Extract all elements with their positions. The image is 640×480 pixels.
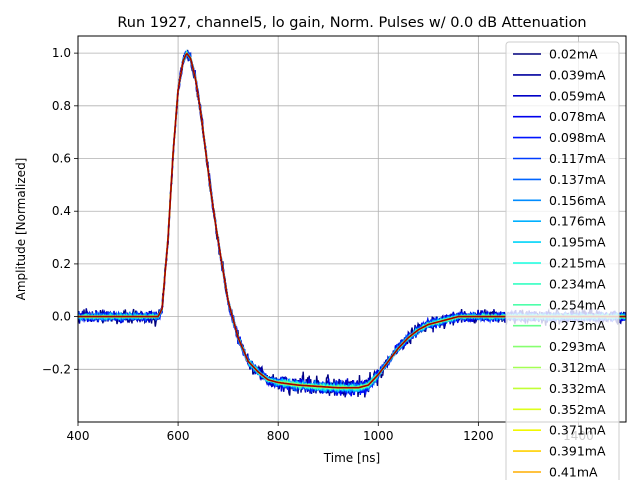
x-tick-label: 1000 <box>363 429 394 443</box>
legend-entry-label: 0.039mA <box>549 67 606 82</box>
y-tick-label: 0.0 <box>52 310 71 324</box>
x-tick-label: 400 <box>67 429 90 443</box>
y-tick-label: 0.8 <box>52 99 71 113</box>
legend-entry-label: 0.059mA <box>549 88 606 103</box>
x-tick-label: 1200 <box>463 429 494 443</box>
y-tick-label: 0.4 <box>52 204 71 218</box>
legend-entry-label: 0.254mA <box>549 297 606 312</box>
legend-entry-label: 0.117mA <box>549 151 606 166</box>
y-tick-label: 1.0 <box>52 46 71 60</box>
legend-entry-label: 0.332mA <box>549 381 606 396</box>
legend-entry-label: 0.352mA <box>549 402 606 417</box>
legend-entry-label: 0.293mA <box>549 339 606 354</box>
legend-entry-label: 0.371mA <box>549 423 606 438</box>
chart-title: Run 1927, channel5, lo gain, Norm. Pulse… <box>117 15 586 31</box>
y-tick-label: −0.2 <box>42 362 71 376</box>
axis-ticks: 400600800100012001400−0.20.00.20.40.60.8… <box>42 46 594 443</box>
legend-entry-label: 0.391mA <box>549 444 606 459</box>
legend-entry-label: 0.273mA <box>549 318 606 333</box>
legend-entry-label: 0.098mA <box>549 130 606 145</box>
legend-entry-label: 0.176mA <box>549 214 606 229</box>
legend-entry-label: 0.02mA <box>549 47 598 62</box>
y-tick-label: 0.2 <box>52 257 71 271</box>
legend-entry-label: 0.312mA <box>549 360 606 375</box>
legend-entry-label: 0.215mA <box>549 256 606 271</box>
y-tick-label: 0.6 <box>52 152 71 166</box>
x-tick-label: 800 <box>267 429 290 443</box>
legend-entry-label: 0.195mA <box>549 235 606 250</box>
legend-entry-label: 0.156mA <box>549 193 606 208</box>
legend: 0.02mA 0.039mA 0.059mA 0.078mA 0.098mA 0.117m… <box>505 41 620 480</box>
legend-entry-label: 0.137mA <box>549 172 606 187</box>
legend-entry-label: 0.234mA <box>549 276 606 291</box>
x-axis-label: Time [ns] <box>323 451 380 465</box>
legend-entry-label: 0.078mA <box>549 109 606 124</box>
legend-box <box>505 41 620 480</box>
plot-frame <box>77 35 627 423</box>
x-tick-label: 600 <box>167 429 190 443</box>
y-axis-label: Amplitude [Normalized] <box>14 158 28 301</box>
legend-entry-label: 0.41mA <box>549 465 598 480</box>
